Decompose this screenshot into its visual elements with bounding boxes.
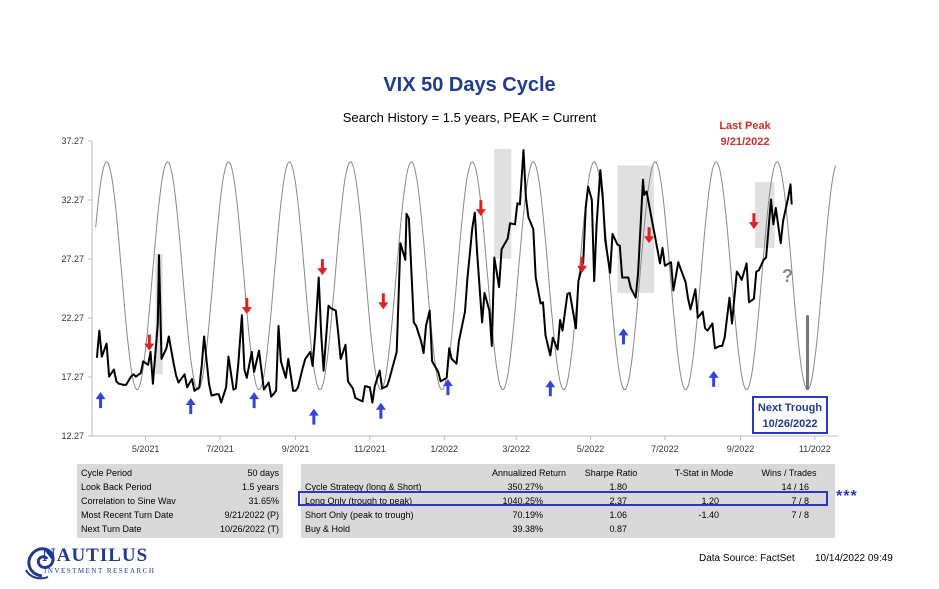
sine-wave — [95, 161, 837, 391]
cycle-stats-table: Cycle Period 50 days Look Back Period 1.5 … — [77, 464, 283, 538]
stat-label: Most Recent Turn Date — [81, 510, 174, 520]
timestamp: 10/14/2022 09:49 — [815, 553, 893, 564]
x-tick-label: 5/2021 — [132, 444, 160, 454]
x-tick-label: 9/2021 — [282, 444, 310, 454]
stat-row: Look Back Period 1.5 years — [81, 480, 279, 494]
up-arrow-icon — [545, 380, 556, 397]
question-mark: ? — [782, 266, 793, 286]
header-t-stat: T-Stat in Mode — [674, 468, 734, 478]
chart-subtitle: Search History = 1.5 years, PEAK = Curre… — [342, 110, 597, 125]
down-arrow-icon — [144, 334, 155, 351]
sharpe-ratio: 0.87 — [609, 524, 627, 534]
sharpe-ratio: 1.80 — [609, 482, 627, 492]
down-arrow-icon — [748, 213, 759, 230]
row-label: Buy & Hold — [305, 524, 351, 534]
peak-box — [755, 181, 775, 249]
next-trough-date: 10/26/2022 — [762, 418, 818, 430]
stat-value: 10/26/2022 (T) — [219, 524, 279, 534]
x-tick-label: 3/2022 — [502, 444, 530, 454]
sharpe-ratio: 2.37 — [609, 496, 627, 506]
down-arrow-icon — [644, 227, 655, 244]
signal-arrows — [95, 200, 759, 425]
x-tick-label: 11/2021 — [354, 444, 386, 454]
x-tick-label: 1/2022 — [431, 444, 459, 454]
wins-trades: 7 / 8 — [791, 510, 809, 520]
last-peak-date: 9/21/2022 — [720, 136, 770, 148]
y-tick-label: 12.27 — [61, 431, 84, 441]
up-arrow-icon — [185, 397, 196, 414]
up-arrow-icon — [95, 392, 106, 409]
up-arrow-icon — [308, 408, 319, 425]
long-only-highlight — [298, 491, 828, 506]
y-tick-label: 32.27 — [61, 195, 84, 205]
vix-series-line — [95, 149, 793, 404]
axes: 37.27 32.27 27.27 22.27 17.27 12.27 5/2021 7/20… — [61, 136, 838, 454]
y-tick-label: 17.27 — [61, 372, 84, 382]
stat-value: 9/21/2022 (P) — [224, 510, 279, 520]
stat-row: Cycle Period 50 days — [81, 466, 279, 480]
t-stat: 1.20 — [701, 496, 719, 506]
y-tick-label: 27.27 — [61, 254, 84, 264]
sharpe-ratio: 1.06 — [609, 510, 627, 520]
header-annualized-return: Annualized Return — [491, 468, 567, 478]
y-tick-label: 37.27 — [61, 136, 84, 146]
down-arrow-icon — [378, 293, 389, 310]
logo-name: NAUTILUS — [42, 545, 149, 566]
x-tick-label: 7/2022 — [651, 444, 679, 454]
up-arrow-icon — [618, 328, 629, 345]
stat-value: 1.5 years — [241, 482, 279, 492]
annualized-return: 39.38% — [512, 524, 543, 534]
t-stat: -1.40 — [698, 510, 719, 520]
stat-label: Next Turn Date — [81, 524, 142, 534]
peak-boxes — [155, 148, 775, 375]
peak-box — [155, 253, 163, 375]
up-arrow-icon — [375, 402, 386, 419]
row-label: Long Only (trough to peak) — [305, 496, 413, 506]
stat-label: Look Back Period — [81, 482, 152, 492]
x-tick-label: 9/2022 — [727, 444, 755, 454]
y-tick-label: 22.27 — [61, 313, 84, 323]
annualized-return: 1040.25% — [502, 496, 543, 506]
down-arrow-icon — [241, 298, 252, 315]
stat-value: 31.65% — [248, 496, 279, 506]
sine-wave-line — [95, 161, 837, 391]
row-label: Short Only (peak to trough) — [305, 510, 414, 520]
next-trough-box: Next Trough 10/26/2022 — [752, 396, 828, 434]
logo-subtitle: INVESTMENT RESEARCH — [44, 567, 156, 575]
up-arrow-icon — [249, 392, 260, 409]
up-arrow-icon — [708, 370, 719, 387]
stat-label: Cycle Period — [81, 468, 133, 478]
x-tick-label: 11/2022 — [799, 444, 831, 454]
annualized-return: 350.27% — [507, 482, 543, 492]
highlight-stars: *** — [836, 488, 858, 505]
stat-label: Correlation to Sine Wav — [81, 496, 176, 506]
stat-row: Most Recent Turn Date 9/21/2022 (P) — [81, 508, 279, 522]
nautilus-logo-icon — [25, 547, 55, 580]
header-sharpe-ratio: Sharpe Ratio — [584, 468, 638, 478]
peak-box — [494, 148, 512, 259]
strategy-table: Annualized Return Sharpe Ratio T-Stat in… — [301, 464, 835, 538]
vix-line — [95, 149, 793, 404]
data-source: Data Source: FactSet — [699, 553, 795, 564]
row-label: Cycle Strategy (long & Short) — [305, 482, 422, 492]
wins-trades: 7 / 8 — [791, 496, 809, 506]
stat-row: Correlation to Sine Wav 31.65% — [81, 494, 279, 508]
chart-title: VIX 50 Days Cycle — [383, 74, 556, 96]
next-trough-title: Next Trough — [757, 402, 823, 414]
x-tick-label: 7/2021 — [206, 444, 234, 454]
last-peak-title: Last Peak — [719, 120, 771, 132]
last-peak-label: Last Peak 9/21/2022 — [700, 118, 790, 150]
down-arrow-icon — [475, 200, 486, 217]
x-tick-label: 5/2022 — [577, 444, 605, 454]
annualized-return: 70.19% — [512, 510, 543, 520]
down-arrow-icon — [577, 256, 588, 273]
header-wins-trades: Wins / Trades — [761, 468, 817, 478]
down-arrow-icon — [317, 259, 328, 276]
wins-trades: 14 / 16 — [781, 482, 809, 492]
stat-value: 50 days — [247, 468, 279, 478]
up-arrow-icon — [442, 379, 453, 396]
stat-row: Next Turn Date 10/26/2022 (T) — [81, 522, 279, 536]
